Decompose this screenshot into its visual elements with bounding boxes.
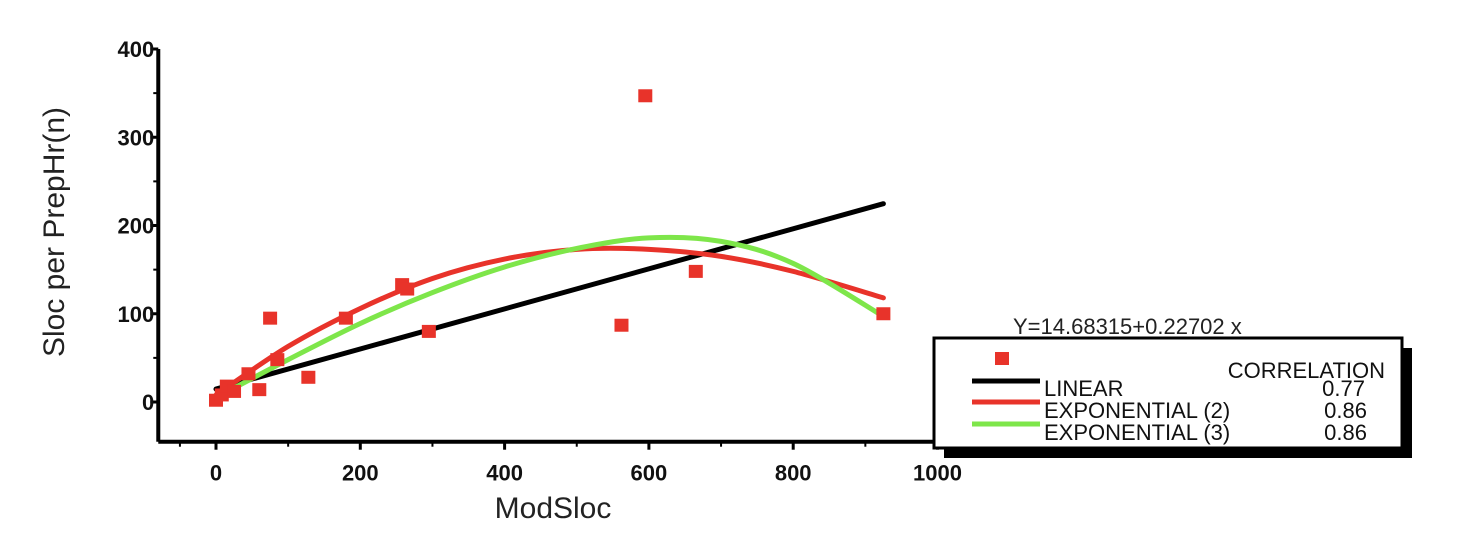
x-axis-ticks: 0 200 400 600 800 1000 xyxy=(178,441,962,486)
y-tick-label: 0 xyxy=(142,390,154,415)
x-tick-label: 1000 xyxy=(913,461,962,486)
fit-lines xyxy=(213,201,886,401)
data-point xyxy=(638,89,653,103)
y-tick-label: 200 xyxy=(118,214,155,239)
legend-header: CORRELATION xyxy=(1228,358,1385,383)
data-point xyxy=(876,307,891,321)
data-point xyxy=(688,264,703,278)
x-tick-label: 600 xyxy=(631,461,668,486)
series-line-1 xyxy=(213,245,886,398)
legend-label-exp3: EXPONENTIAL (3) xyxy=(1044,420,1230,445)
data-points xyxy=(209,89,891,407)
data-point xyxy=(252,383,267,397)
data-point xyxy=(614,318,629,332)
legend-label-linear: LINEAR xyxy=(1044,376,1123,401)
legend-marker-points xyxy=(995,352,1009,365)
x-tick-label: 800 xyxy=(775,461,812,486)
data-point xyxy=(421,324,436,338)
y-tick-label: 300 xyxy=(118,125,155,150)
legend-value-exp3: 0.86 xyxy=(1324,420,1367,445)
x-axis-label: ModSloc xyxy=(495,492,612,525)
data-point xyxy=(263,311,278,325)
data-point xyxy=(338,311,353,325)
data-point xyxy=(400,282,415,296)
y-tick-label: 400 xyxy=(118,37,155,62)
series-line-2 xyxy=(213,234,886,401)
axes xyxy=(156,49,938,444)
x-tick-label: 200 xyxy=(342,461,379,486)
regression-equation: Y=14.68315+0.22702 x xyxy=(1013,314,1242,339)
y-axis-ticks: 0 100 200 300 400 xyxy=(118,37,159,415)
data-point xyxy=(270,353,285,367)
data-point xyxy=(227,384,242,398)
legend-label-exp2: EXPONENTIAL (2) xyxy=(1044,398,1230,423)
legend: CORRELATION LINEAR 0.77 EXPONENTIAL (2) … xyxy=(932,336,1412,458)
legend-value-linear: 0.77 xyxy=(1322,376,1365,401)
data-point xyxy=(241,367,256,381)
x-tick-label: 0 xyxy=(210,461,222,486)
y-axis-label: Sloc per PrepHr(n) xyxy=(38,107,71,357)
legend-box xyxy=(932,336,1404,450)
y-tick-label: 100 xyxy=(118,302,155,327)
legend-value-exp2: 0.86 xyxy=(1324,398,1367,423)
x-tick-label: 400 xyxy=(486,461,523,486)
series-line-0 xyxy=(213,201,886,392)
data-point xyxy=(301,370,316,384)
